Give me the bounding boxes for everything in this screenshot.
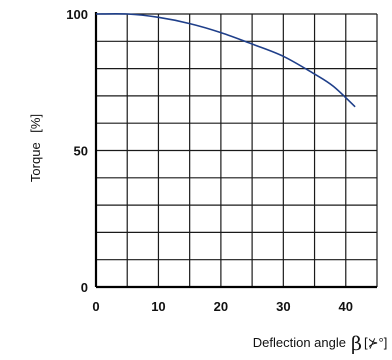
x-axis-symbol: β: [351, 333, 362, 355]
x-axis-title: Deflection angle β [⊁°]: [253, 333, 388, 355]
y-axis-title: Torque [%]: [28, 114, 43, 182]
x-tick-label: 20: [214, 299, 228, 314]
y-axis-label: Torque: [28, 142, 43, 182]
y-tick-label: 50: [74, 144, 88, 159]
axes: [94, 12, 377, 289]
y-axis-unit: [%]: [28, 114, 43, 133]
grid: [96, 13, 378, 287]
svg-text:Torque [%]: Torque [%]: [28, 114, 43, 182]
x-tick-label: 30: [276, 299, 290, 314]
y-tick-label: 0: [81, 280, 88, 295]
x-tick-label: 10: [151, 299, 165, 314]
tick-labels: 0 10 20 30 40 0 50 100: [66, 7, 353, 314]
series-layer: [95, 12, 356, 108]
x-axis-unit: [⊁°]: [364, 335, 387, 350]
y-tick-label: 100: [66, 7, 88, 22]
torque-curve-line: [95, 12, 356, 108]
svg-text:Deflection angle: Deflection angle: [253, 335, 346, 350]
x-tick-label: 40: [339, 299, 353, 314]
x-tick-label: 0: [92, 299, 99, 314]
x-axis-label: Deflection angle: [253, 335, 346, 350]
